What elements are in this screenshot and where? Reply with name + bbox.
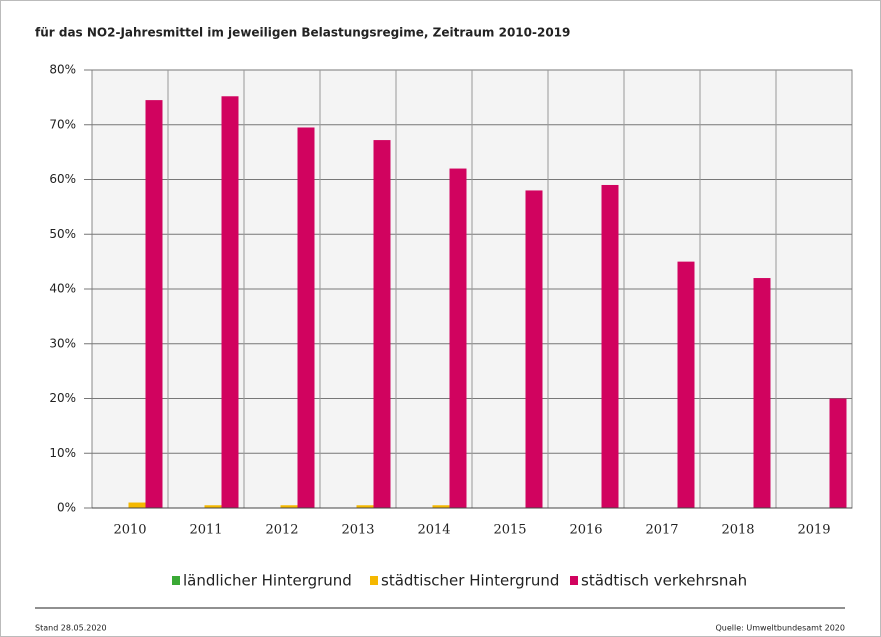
bar [297, 127, 315, 509]
bar [204, 505, 222, 508]
x-tick-label: 2012 [265, 523, 298, 538]
bar [449, 168, 467, 509]
x-tick-label: 2016 [569, 523, 602, 538]
bar [829, 398, 847, 508]
footer-right: Quelle: Umweltbundesamt 2020 [716, 624, 846, 633]
y-tick-label: 50% [49, 227, 76, 241]
x-tick-label: 2014 [417, 523, 450, 538]
bar [280, 505, 298, 508]
legend-swatch [172, 576, 180, 585]
y-tick-label: 40% [49, 282, 76, 296]
x-tick-label: 2019 [797, 523, 830, 538]
y-tick-label: 20% [49, 391, 76, 405]
bar [432, 505, 450, 508]
legend-swatch [370, 576, 378, 585]
footer-left: Stand 28.05.2020 [35, 624, 107, 633]
x-tick-label: 2017 [645, 523, 678, 538]
x-tick-label: 2013 [341, 523, 374, 538]
bar [221, 96, 239, 508]
bar [128, 502, 146, 508]
x-tick-label: 2011 [189, 523, 222, 538]
legend-label: ländlicher Hintergrund [183, 572, 352, 590]
y-tick-label: 70% [49, 117, 76, 131]
bar [145, 100, 163, 509]
y-tick-label: 30% [49, 336, 76, 350]
bar [677, 261, 695, 508]
y-tick-label: 80% [49, 63, 76, 77]
chart-title: für das NO2-Jahresmittel im jeweiligen B… [35, 26, 570, 40]
bar [525, 190, 543, 508]
bar [753, 278, 771, 508]
bar [356, 505, 374, 508]
y-tick-label: 10% [49, 446, 76, 460]
x-tick-label: 2010 [113, 523, 146, 538]
y-tick-label: 0% [57, 501, 76, 515]
legend-label: städtisch verkehrsnah [581, 572, 747, 590]
x-tick-label: 2018 [721, 523, 754, 538]
legend-swatch [570, 576, 578, 585]
bar [601, 184, 619, 508]
bar [373, 140, 391, 508]
y-tick-label: 60% [49, 172, 76, 186]
legend-label: städtischer Hintergrund [381, 572, 559, 590]
x-tick-label: 2015 [493, 523, 526, 538]
